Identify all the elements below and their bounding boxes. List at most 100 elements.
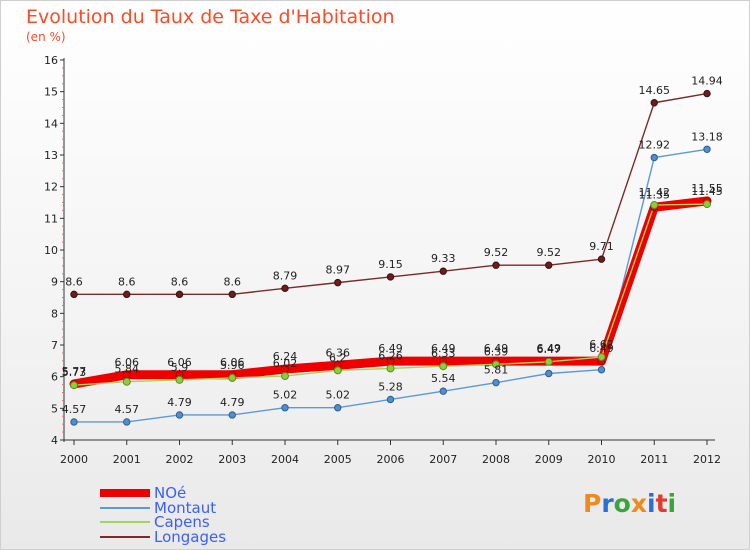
data-label: 6.06 <box>167 356 192 369</box>
legend-swatch-noe <box>100 489 150 498</box>
logo-letter: P <box>583 489 602 518</box>
data-label: 5.73 <box>62 366 87 379</box>
proxiti-logo: Proxiti <box>583 489 676 518</box>
data-label: 6.2 <box>329 351 347 364</box>
data-point <box>175 290 184 299</box>
data-point <box>545 261 553 269</box>
data-point <box>439 362 448 371</box>
data-point <box>597 366 606 374</box>
data-point <box>175 375 184 384</box>
y-tick-label: 9 <box>51 276 58 289</box>
x-tick-label: 2012 <box>693 453 721 466</box>
legend-label-longages: Longages <box>154 527 227 546</box>
data-point <box>281 284 289 293</box>
data-point <box>703 89 711 98</box>
x-tick-label: 2006 <box>377 453 405 466</box>
data-point <box>703 145 711 154</box>
data-label: 14.65 <box>639 84 671 97</box>
y-tick-label: 4 <box>51 434 58 447</box>
data-point <box>122 377 131 386</box>
y-tick-label: 11 <box>44 212 58 225</box>
legend-item-longages: Longages <box>100 527 227 546</box>
data-label: 8.6 <box>171 275 189 288</box>
legend-label-capens: Capens <box>154 513 210 531</box>
logo-letter: i <box>647 489 656 518</box>
data-label: 5.96 <box>220 359 245 372</box>
data-point <box>386 395 395 404</box>
x-tick-label: 2009 <box>535 453 563 466</box>
data-label: 4.57 <box>62 403 87 416</box>
x-tick-label: 2011 <box>640 453 668 466</box>
data-label: 8.6 <box>65 275 83 288</box>
data-point <box>439 387 447 395</box>
data-label: 11.42 <box>639 186 671 199</box>
data-label: 9.52 <box>537 246 562 259</box>
logo-letter: r <box>601 489 614 518</box>
data-label: 5.02 <box>273 389 298 402</box>
chart-subtitle: (en %) <box>26 30 66 44</box>
legend-swatch-capens <box>100 521 150 524</box>
logo-letter: i <box>667 489 677 518</box>
data-label: 6.26 <box>378 349 403 362</box>
data-point <box>492 360 500 369</box>
data-label: 11.35 <box>639 188 671 201</box>
data-label: 14.94 <box>691 75 723 88</box>
data-label: 8.6 <box>224 275 242 288</box>
data-point <box>333 366 342 375</box>
data-point <box>281 372 289 381</box>
x-tick-label: 2003 <box>218 453 246 466</box>
data-label: 4.79 <box>167 396 192 409</box>
data-label: 6.49 <box>537 342 562 355</box>
data-point <box>597 353 606 362</box>
x-tick-label: 2000 <box>60 453 88 466</box>
data-label: 8.79 <box>273 269 298 282</box>
logo-letter: o <box>613 489 631 518</box>
data-point <box>70 381 78 390</box>
data-point <box>703 200 711 209</box>
logo-letter: t <box>655 489 668 518</box>
data-point <box>228 290 236 299</box>
data-label: 9.71 <box>589 240 614 253</box>
legend: NOé Montaut Capens Longages <box>100 486 226 544</box>
data-point <box>334 278 342 287</box>
data-point <box>70 418 78 426</box>
data-point <box>545 369 553 378</box>
y-tick-label: 7 <box>51 339 58 352</box>
data-point <box>439 267 447 275</box>
data-label: 11.45 <box>691 185 723 198</box>
x-tick-label: 2002 <box>166 453 194 466</box>
legend-label-montaut: Montaut <box>154 498 217 517</box>
data-point <box>650 201 659 210</box>
data-point <box>650 99 658 107</box>
y-tick-label: 12 <box>44 181 58 194</box>
data-point <box>386 273 395 281</box>
y-tick-label: 6 <box>51 371 58 384</box>
data-label: 13.18 <box>691 130 723 143</box>
data-point <box>70 290 78 299</box>
legend-swatch-montaut <box>100 506 150 509</box>
legend-label-noe: NOé <box>154 484 187 502</box>
data-label: 5.84 <box>115 363 140 376</box>
data-point <box>281 404 289 412</box>
data-label: 6.36 <box>326 346 351 359</box>
y-tick-label: 15 <box>44 86 58 99</box>
x-tick-label: 2008 <box>482 453 510 466</box>
data-label: 5.77 <box>62 365 87 378</box>
y-tick-label: 14 <box>44 117 58 130</box>
data-label: 6.06 <box>115 356 140 369</box>
data-label: 6.33 <box>431 347 456 360</box>
data-label: 4.79 <box>220 396 245 409</box>
y-tick-label: 10 <box>44 244 58 257</box>
x-tick-label: 2005 <box>324 453 352 466</box>
data-label: 5.02 <box>326 389 351 402</box>
data-point <box>228 411 236 419</box>
data-label: 9.52 <box>484 246 509 259</box>
data-point <box>386 364 395 373</box>
data-label: 6.49 <box>484 342 509 355</box>
data-point <box>228 373 237 382</box>
data-label: 8.6 <box>118 275 136 288</box>
y-tick-label: 8 <box>51 307 58 320</box>
logo-letter: x <box>630 489 647 518</box>
data-label: 9.15 <box>378 258 403 271</box>
